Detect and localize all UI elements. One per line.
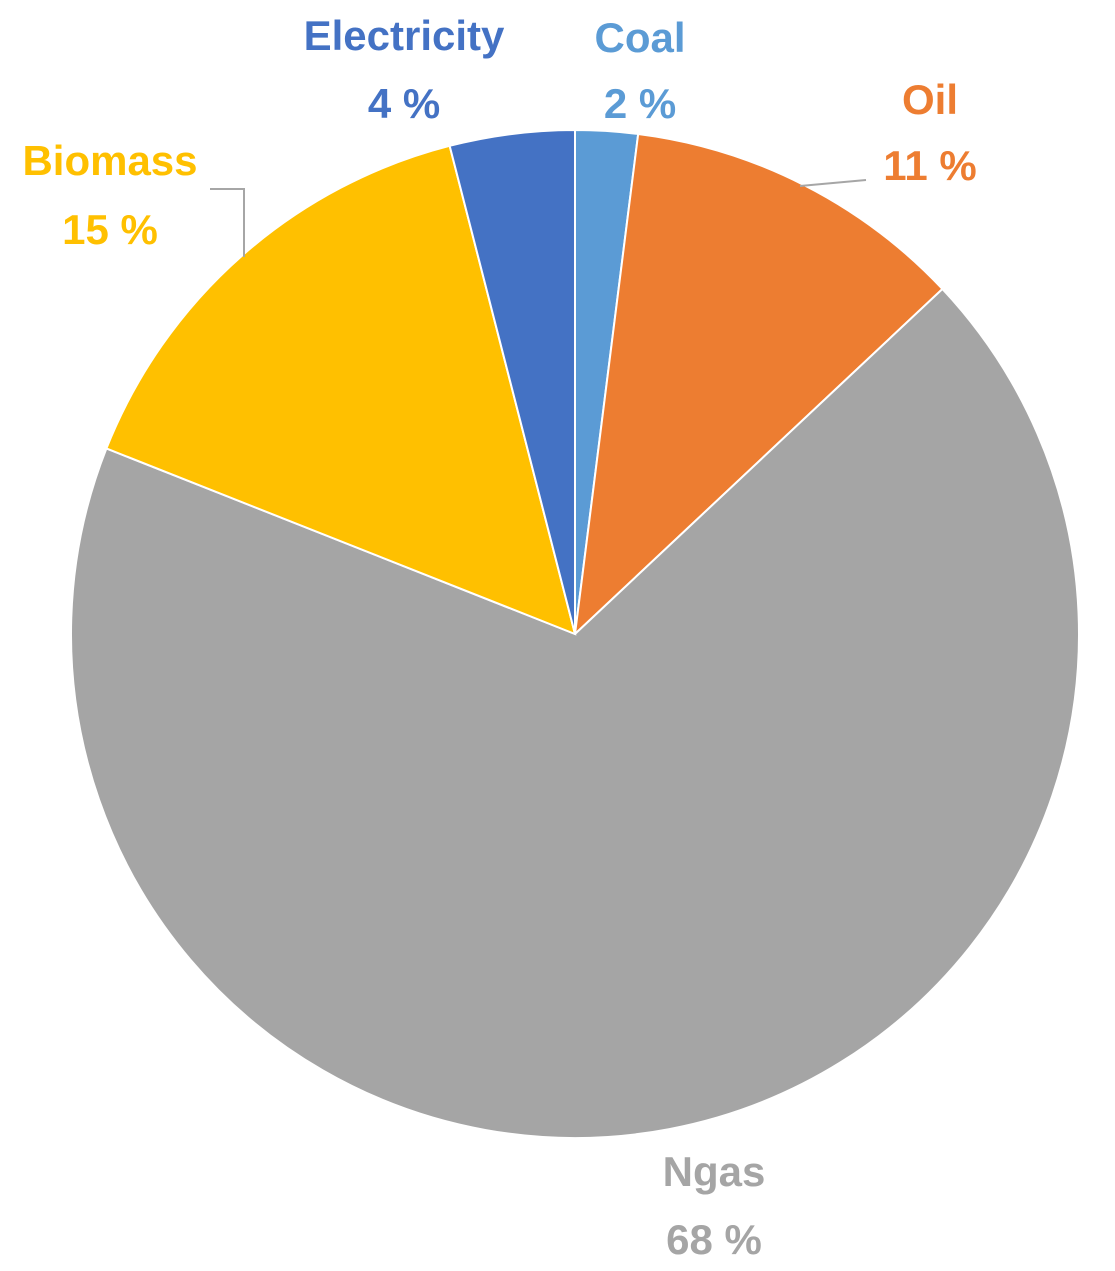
label-electricity: Electricity 4 % [304,12,505,127]
pie-slice-biomass [105,144,577,636]
pie-slice-electricity [448,128,576,635]
label-coal-name: Coal [594,14,685,61]
label-electricity-value: 4 % [368,80,440,127]
label-biomass: Biomass 15 % [22,137,197,253]
label-oil: Oil 11 % [883,76,976,189]
label-ngas: Ngas 68 % [663,1148,766,1263]
label-ngas-value: 68 % [666,1216,762,1263]
pie-slice-ngas [70,287,1080,1139]
leader-line-biomass [210,188,245,257]
label-coal-value: 2 % [604,80,676,127]
label-biomass-value: 15 % [62,206,158,253]
label-oil-value: 11 % [883,142,976,189]
label-coal: Coal 2 % [594,14,685,127]
label-ngas-name: Ngas [663,1148,766,1195]
label-biomass-name: Biomass [22,137,197,184]
label-electricity-name: Electricity [304,12,505,59]
leader-lines [210,179,867,257]
pie-slices [70,128,1080,1139]
leader-line-oil [799,179,867,187]
label-oil-name: Oil [902,76,958,123]
